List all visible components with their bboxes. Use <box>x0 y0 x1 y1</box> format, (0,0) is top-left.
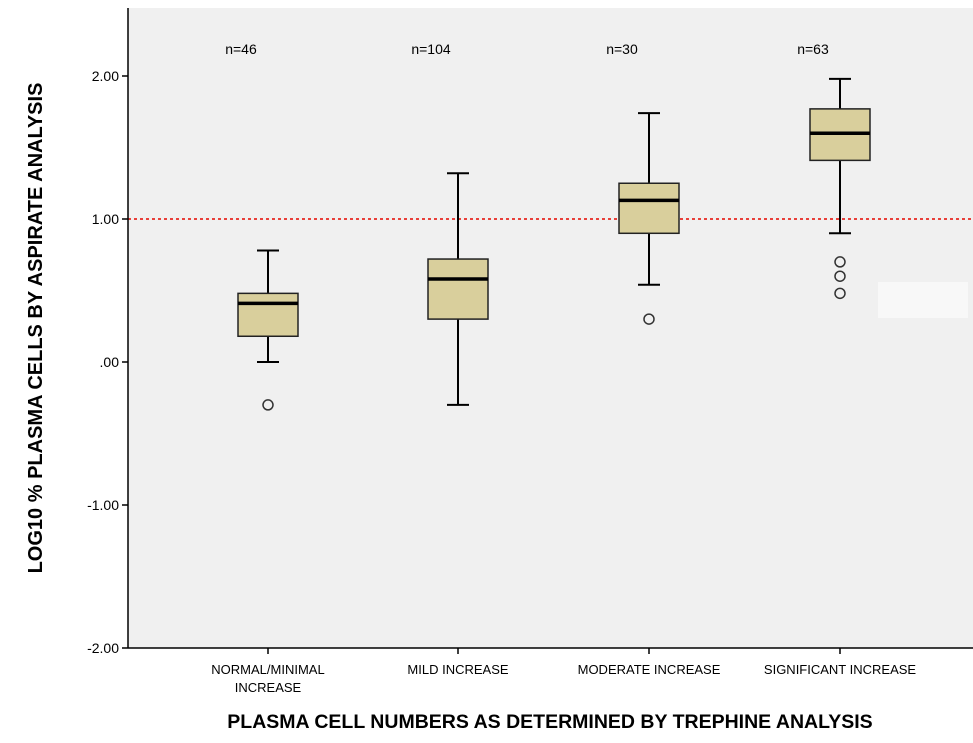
outlier-point <box>643 313 655 325</box>
iqr-box <box>237 292 299 338</box>
x-tick-label: SIGNIFICANT INCREASE <box>764 662 917 677</box>
box-group <box>237 249 299 411</box>
x-tick-label: MODERATE INCREASE <box>578 662 721 677</box>
outlier-point <box>834 270 846 282</box>
n-label: n=30 <box>606 41 638 57</box>
x-tick-label: INCREASE <box>235 680 302 695</box>
y-axis-title: LOG10 % PLASMA CELLS BY ASPIRATE ANALYSI… <box>25 83 47 574</box>
n-label: n=46 <box>225 41 257 57</box>
y-tick-label: -2.00 <box>87 640 119 656</box>
x-tick-label: MILD INCREASE <box>407 662 508 677</box>
iqr-box <box>427 258 489 320</box>
white-patch <box>878 282 968 318</box>
x-tick-label: NORMAL/MINIMAL <box>211 662 324 677</box>
y-tick-label: .00 <box>100 354 120 370</box>
outlier-point <box>834 256 846 268</box>
outlier-point <box>262 399 274 411</box>
n-label: n=63 <box>797 41 829 57</box>
y-tick-label: -1.00 <box>87 497 119 513</box>
y-tick-label: 2.00 <box>92 68 119 84</box>
outlier-point <box>834 287 846 300</box>
x-axis-title: PLASMA CELL NUMBERS AS DETERMINED BY TRE… <box>227 711 872 733</box>
n-label: n=104 <box>411 41 451 57</box>
box-group <box>809 77 871 300</box>
y-tick-label: 1.00 <box>92 211 119 227</box>
iqr-box <box>618 182 680 235</box>
box-group <box>427 172 489 406</box>
box-group <box>618 112 680 325</box>
